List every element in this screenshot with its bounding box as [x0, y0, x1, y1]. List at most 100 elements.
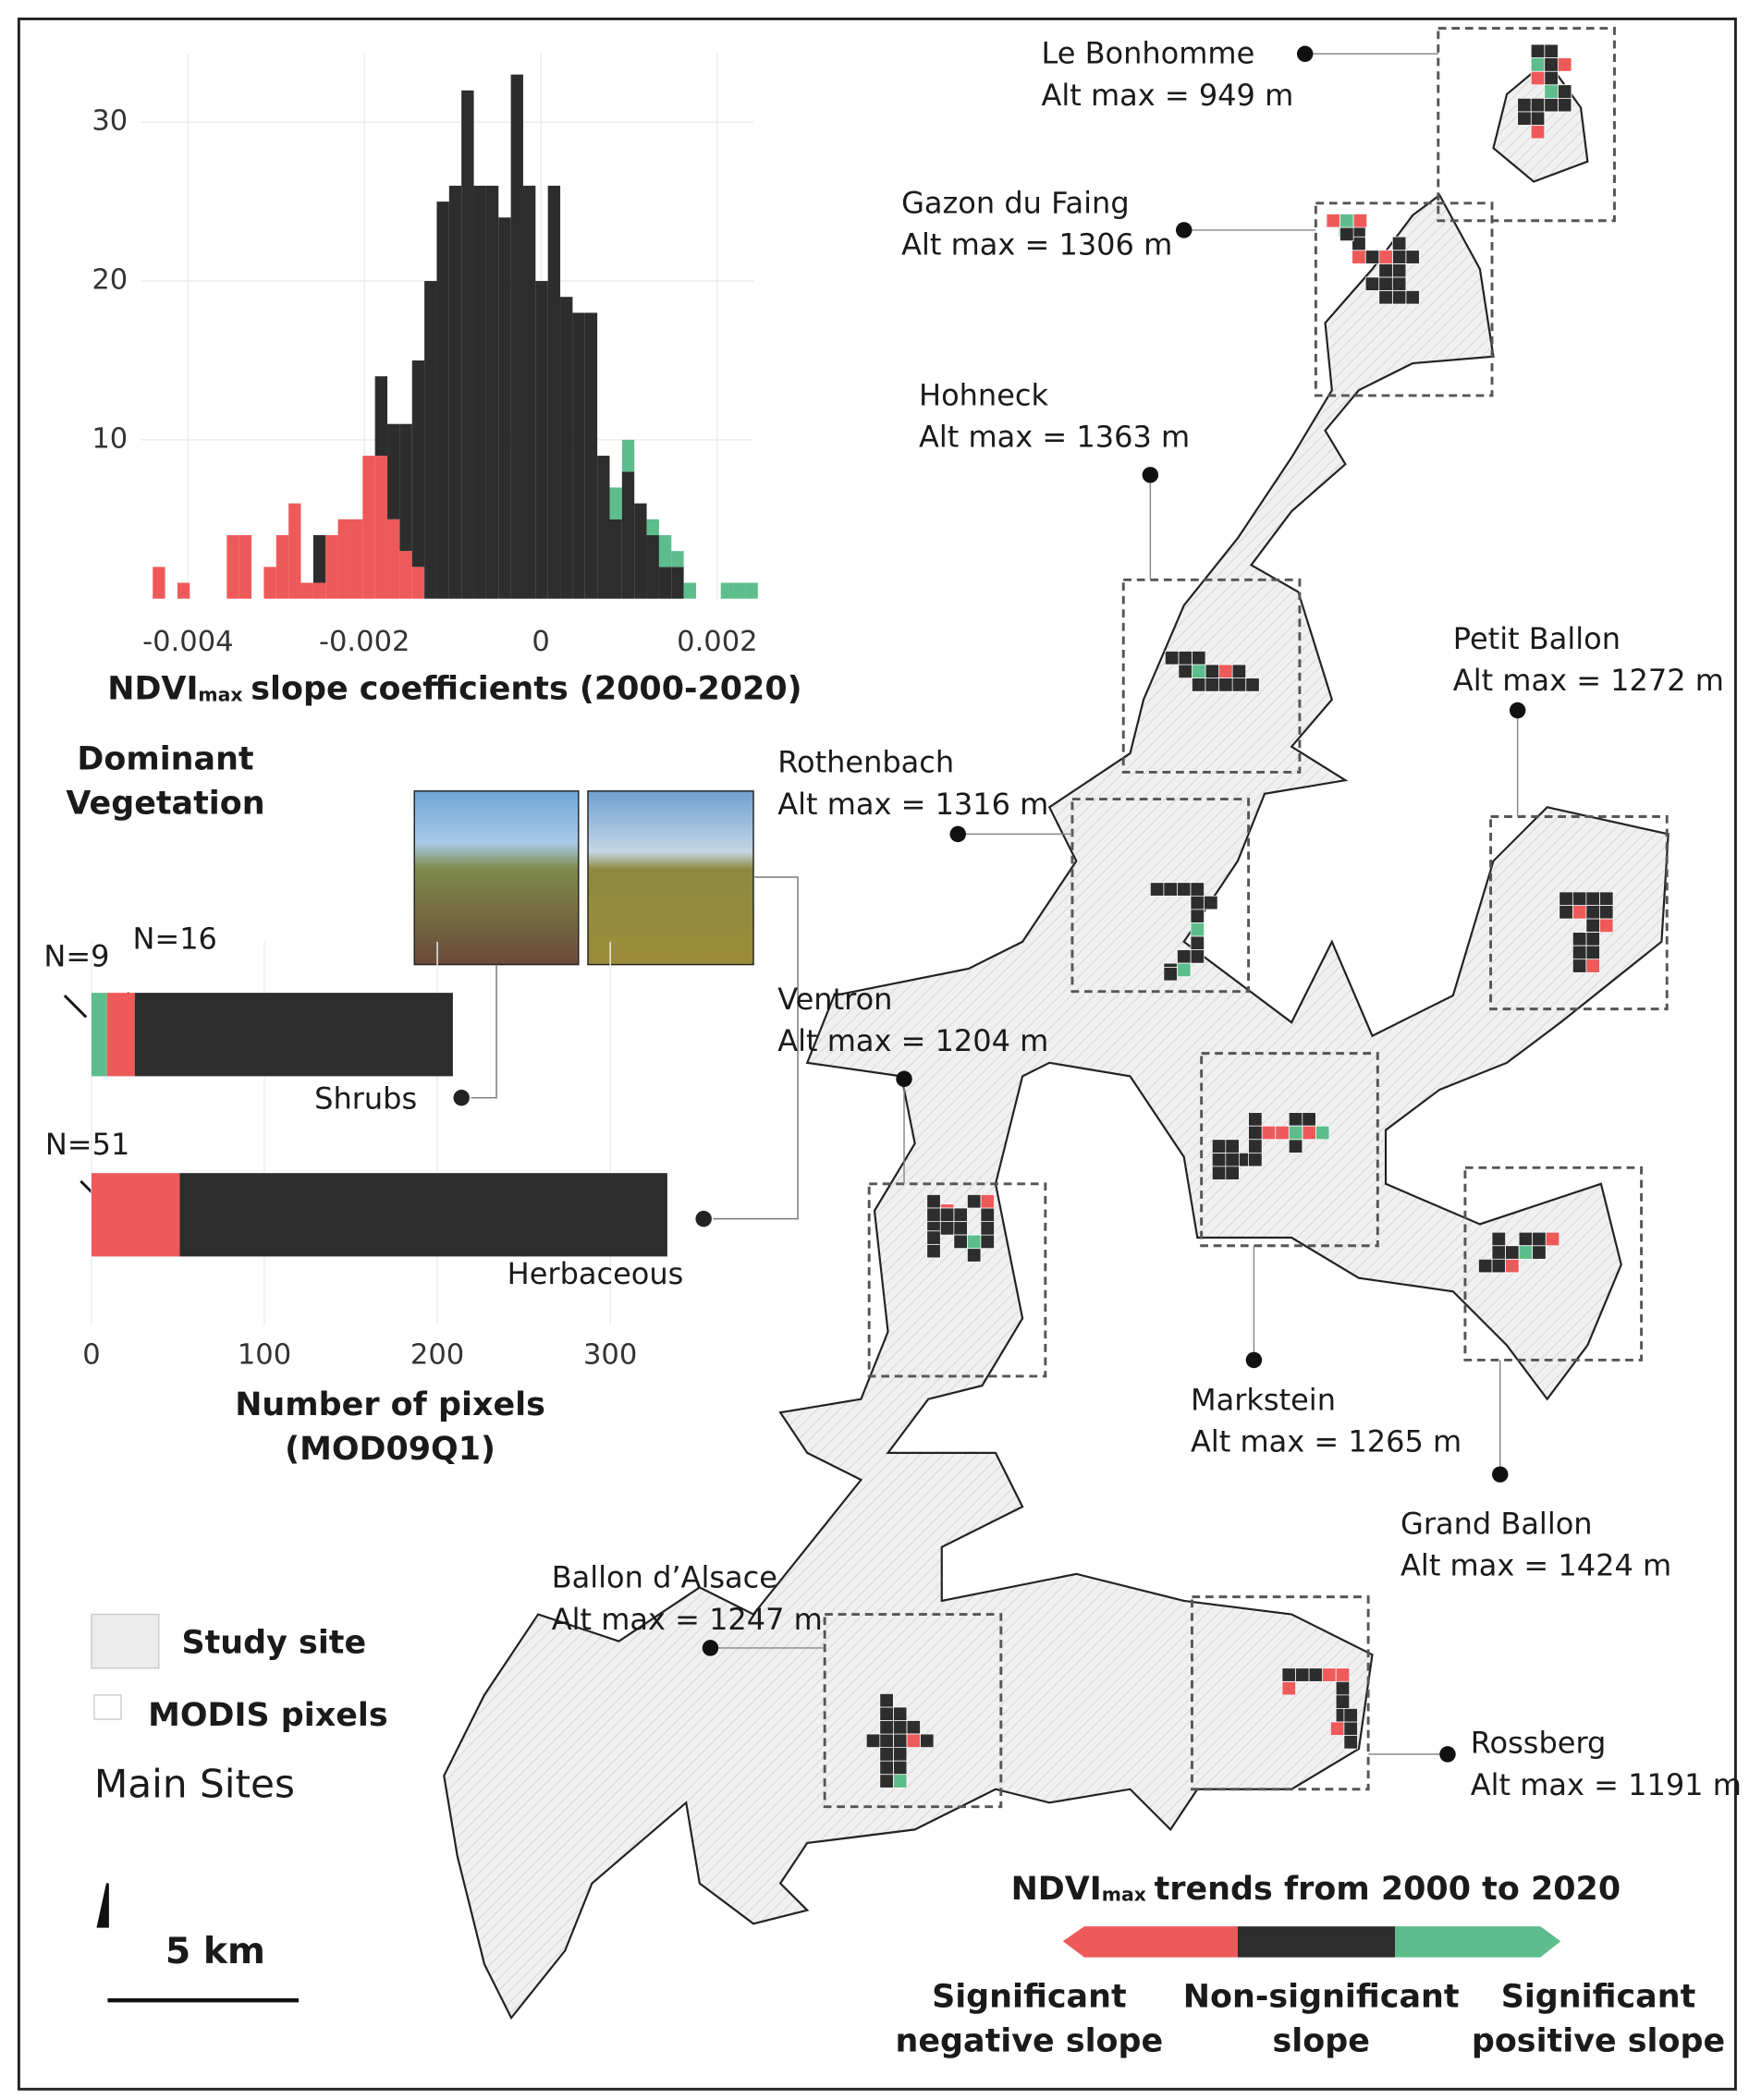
histogram-bar	[362, 456, 375, 599]
pixel	[1530, 97, 1546, 113]
pixel	[1177, 949, 1192, 964]
site-dot	[1296, 45, 1314, 63]
pixel	[1557, 57, 1572, 72]
pixel	[879, 1706, 894, 1721]
pixel	[1326, 214, 1340, 228]
pixel	[1518, 1245, 1534, 1260]
pixel	[1190, 949, 1205, 964]
pixel	[1517, 111, 1532, 126]
pixel	[1530, 70, 1546, 86]
histogram-bar	[621, 439, 635, 472]
pixel	[1261, 1125, 1277, 1141]
histogram-bar	[337, 519, 350, 599]
pixel	[1288, 1139, 1303, 1154]
pixel	[1295, 1667, 1310, 1682]
trend-label: Significant	[1501, 1978, 1696, 2015]
site-alt: Alt max = 1272 m	[1453, 663, 1724, 698]
trend-label: Significant	[932, 1978, 1127, 2015]
pixel	[1544, 70, 1559, 86]
pixel	[1308, 1667, 1324, 1682]
pixel	[953, 1221, 968, 1236]
site-dot	[702, 1640, 719, 1656]
label-part: NDVI	[107, 671, 198, 708]
photo-herbaceous	[587, 790, 754, 966]
site-dot	[1439, 1746, 1456, 1763]
pixel	[1544, 84, 1559, 99]
site-name: Markstein	[1191, 1383, 1336, 1418]
bar-segment	[91, 1173, 180, 1257]
pixel	[1178, 664, 1192, 678]
pixel	[980, 1234, 995, 1250]
x-tick-label: 200	[410, 1339, 464, 1372]
histogram-bar	[461, 90, 474, 599]
histogram-bar	[634, 503, 647, 599]
pixel	[1177, 882, 1192, 897]
site-dot	[896, 1070, 912, 1088]
pixel	[1343, 1735, 1358, 1750]
bar-segment	[91, 993, 107, 1077]
pixel	[1530, 57, 1546, 72]
pixel	[980, 1221, 995, 1236]
pixel	[1248, 1112, 1263, 1127]
pixel	[1378, 276, 1393, 291]
pixel	[1532, 1245, 1547, 1260]
histogram-bar	[399, 551, 412, 599]
site-alt: Alt max = 1306 m	[901, 226, 1172, 262]
pixel	[1343, 1721, 1358, 1736]
histogram-bar	[609, 519, 622, 599]
site-box	[867, 1182, 1047, 1378]
histogram-bar	[733, 582, 746, 599]
pixel	[1343, 1708, 1358, 1723]
histogram-bar	[153, 567, 165, 599]
pixel	[1288, 1112, 1303, 1127]
pixel	[1585, 945, 1600, 960]
site-alt: Alt max = 1363 m	[919, 420, 1190, 455]
trend-label: Non-significant	[1183, 1978, 1460, 2015]
y-tick-label: 10	[92, 422, 128, 455]
pixel	[1544, 57, 1559, 72]
pixel	[1205, 678, 1219, 692]
histogram-bar	[374, 456, 388, 599]
chart-title: Dominant	[77, 740, 253, 777]
pixel	[906, 1720, 921, 1735]
pixel	[1391, 262, 1407, 278]
site-name: Rossberg	[1471, 1726, 1607, 1761]
pixel	[1378, 250, 1393, 264]
site-dot	[1142, 467, 1159, 483]
leader	[713, 876, 799, 1220]
pixel	[1544, 43, 1559, 59]
pixel	[1205, 664, 1219, 678]
site-alt: Alt max = 1204 m	[777, 1023, 1048, 1058]
bar-segment	[179, 1173, 667, 1257]
histogram-bar	[535, 281, 548, 599]
pixel	[1231, 678, 1247, 692]
pixel	[1585, 958, 1600, 973]
pixel	[1572, 932, 1587, 946]
pixel	[1330, 1721, 1345, 1736]
pixel	[1557, 84, 1572, 99]
trend-label: positive slope	[1472, 2022, 1725, 2059]
pixel	[1163, 967, 1178, 982]
pixel	[893, 1774, 908, 1789]
y-tick-label: 20	[92, 264, 128, 297]
pixel	[967, 1248, 982, 1263]
pixel	[1335, 1694, 1351, 1709]
pixel	[893, 1706, 908, 1721]
pixel	[1218, 664, 1233, 678]
bar-segment	[134, 993, 453, 1077]
pixel	[1378, 290, 1393, 305]
histogram-bar	[387, 423, 400, 519]
pixel	[1190, 882, 1205, 897]
histogram-bar	[498, 217, 511, 599]
site-name: Gazon du Faing	[901, 185, 1130, 220]
histogram-bar	[374, 376, 388, 457]
site-dot	[1176, 222, 1192, 238]
histogram-bar	[510, 74, 523, 599]
site-box	[1463, 1166, 1644, 1361]
legend-label: MODIS pixels	[148, 1697, 388, 1734]
x-axis-label: NDVImax slope coefficients (2000-2020)	[107, 671, 801, 708]
trend-label: slope	[1272, 2022, 1369, 2059]
pixel	[980, 1207, 995, 1222]
dot	[695, 1210, 712, 1227]
